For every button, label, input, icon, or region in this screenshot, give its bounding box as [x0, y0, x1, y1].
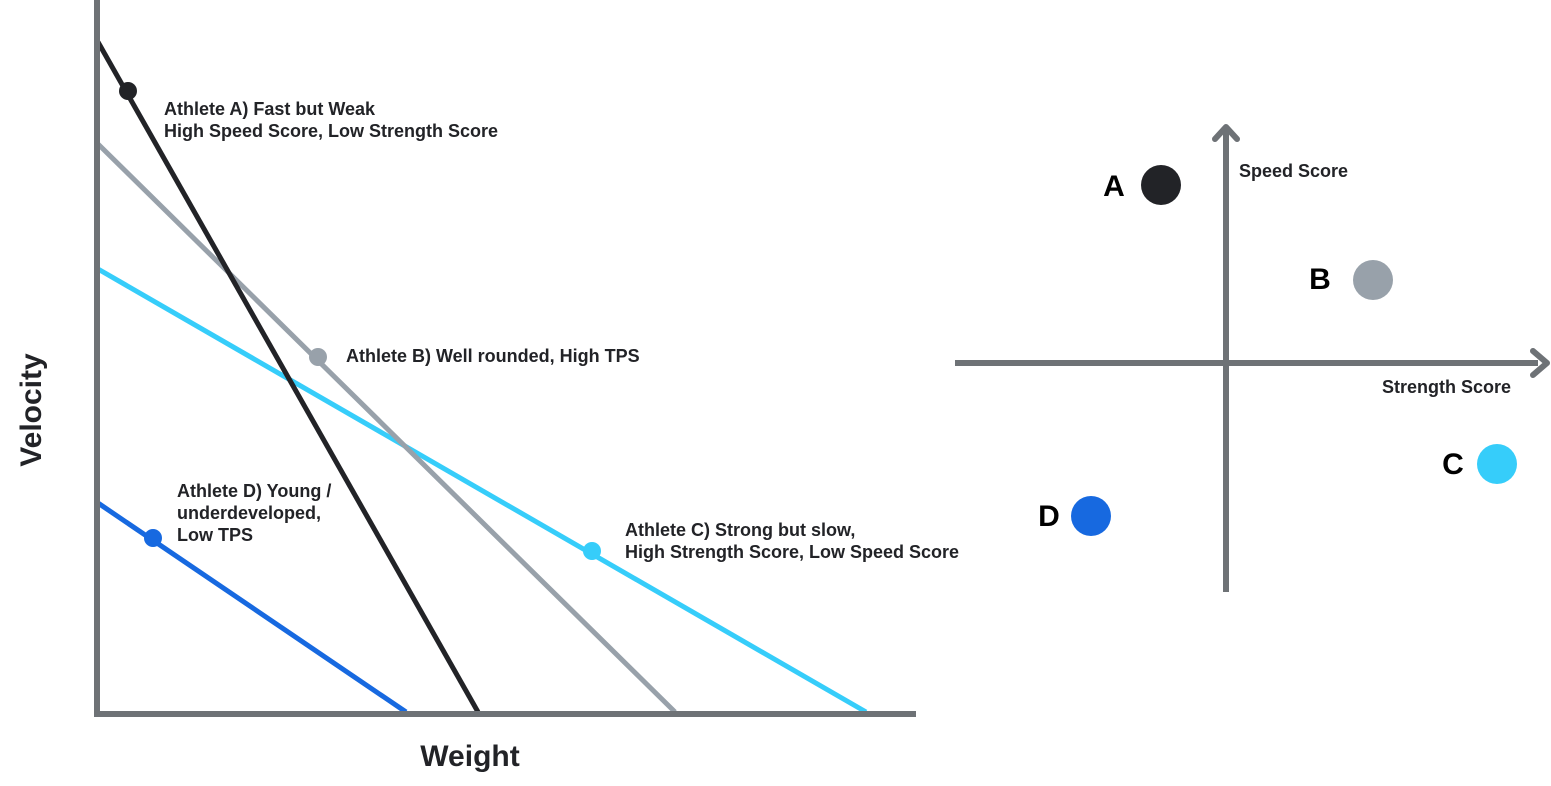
athlete-c-marker [583, 542, 601, 560]
athlete-b-marker [309, 348, 327, 366]
speed-score-arrowhead [1212, 124, 1240, 142]
point-b-dot [1353, 260, 1393, 300]
athlete-b-annotation: Athlete B) Well rounded, High TPS [346, 346, 640, 366]
load-velocity-chart: Athlete A) Fast but Weak High Speed Scor… [15, 0, 959, 773]
speed-score-label: Speed Score [1239, 161, 1348, 181]
athlete-a-marker [119, 82, 137, 100]
point-d-dot [1071, 496, 1111, 536]
athlete-c-profile-line [96, 266, 868, 715]
point-a-dot [1141, 165, 1181, 205]
athlete-d-annotation: Athlete D) Young / underdeveloped, Low T… [177, 481, 336, 545]
quadrant-chart: Speed Score Strength Score A B C D [955, 124, 1550, 592]
velocity-axis-label: Velocity [15, 353, 48, 467]
athlete-b-profile-line [96, 142, 677, 714]
strength-score-label: Strength Score [1382, 377, 1511, 397]
point-c-dot [1477, 444, 1517, 484]
point-d-label: D [1038, 500, 1060, 533]
weight-axis-label: Weight [420, 740, 519, 773]
point-a-label: A [1103, 170, 1125, 203]
athlete-a-profile-line [95, 40, 481, 714]
strength-score-arrowhead [1530, 348, 1550, 378]
point-b-label: B [1309, 263, 1331, 296]
athlete-d-marker [144, 529, 162, 547]
point-c-label: C [1442, 448, 1464, 481]
athlete-c-annotation: Athlete C) Strong but slow, High Strengt… [625, 520, 959, 562]
athlete-a-annotation: Athlete A) Fast but Weak High Speed Scor… [164, 99, 498, 141]
